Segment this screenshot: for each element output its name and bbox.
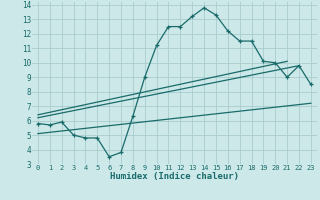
X-axis label: Humidex (Indice chaleur): Humidex (Indice chaleur) [110,172,239,181]
